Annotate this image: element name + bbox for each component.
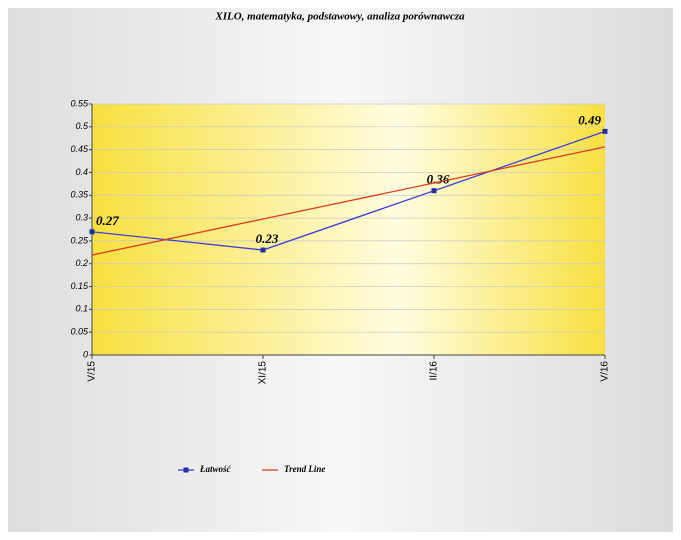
plot-area — [92, 104, 605, 355]
x-tick-label: V/15 — [87, 361, 98, 382]
data-label: 0.36 — [427, 172, 450, 187]
y-tick-label: 0.25 — [70, 235, 89, 245]
y-tick-label: 0.1 — [75, 304, 88, 314]
point — [89, 229, 95, 235]
x-tick-label: XI/15 — [258, 361, 269, 385]
y-tick-label: 0.15 — [70, 281, 89, 291]
y-tick-label: 0.05 — [70, 327, 89, 337]
legend-marker — [183, 467, 189, 473]
point — [431, 188, 437, 194]
point — [260, 247, 266, 253]
y-tick-label: 0 — [83, 349, 88, 359]
y-tick-label: 0.35 — [70, 190, 89, 200]
data-label: 0.23 — [256, 231, 279, 246]
series-line — [91, 146, 606, 256]
data-label: 0.27 — [96, 213, 119, 228]
y-tick-label: 0.45 — [70, 144, 89, 154]
y-tick-label: 0.55 — [70, 98, 89, 108]
legend-label: Łatwość — [199, 464, 232, 474]
series-line — [91, 130, 606, 251]
x-tick-label: II/16 — [429, 361, 440, 381]
chart-title: XILO, matematyka, podstawowy, analiza po… — [214, 11, 465, 23]
y-tick-label: 0.4 — [75, 167, 88, 177]
legend-label: Trend Line — [284, 464, 325, 474]
y-tick-label: 0.2 — [75, 258, 88, 268]
point — [602, 128, 608, 134]
data-label: 0.49 — [578, 112, 601, 127]
x-tick-label: V/16 — [600, 361, 611, 382]
y-tick-label: 0.5 — [75, 121, 89, 131]
y-tick-label: 0.3 — [75, 212, 88, 222]
